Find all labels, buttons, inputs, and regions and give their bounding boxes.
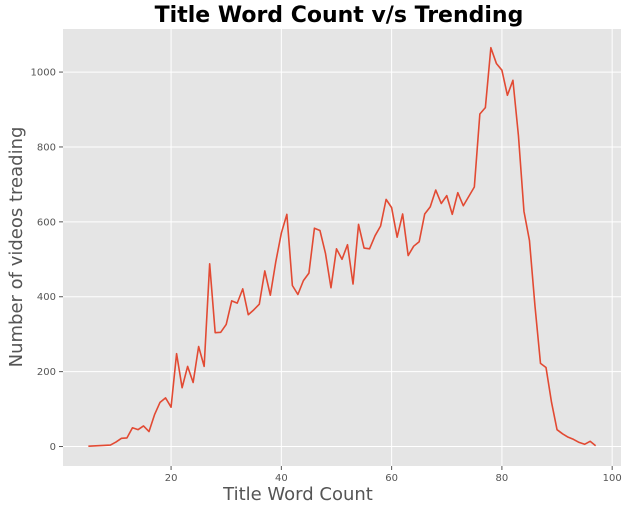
x-tick-label: 60 (385, 473, 398, 484)
x-tick-label: 100 (603, 473, 622, 484)
x-tick-label: 40 (275, 473, 288, 484)
y-tick-label: 800 (37, 142, 56, 153)
y-tick-label: 600 (37, 217, 56, 228)
y-tick-label: 400 (37, 292, 56, 303)
chart-title: Title Word Count v/s Trending (155, 3, 524, 28)
x-tick-label: 80 (496, 473, 509, 484)
x-axis-label: Title Word Count (222, 484, 373, 505)
series-line (88, 46, 597, 447)
y-tick-label: 1000 (31, 68, 56, 79)
y-tick-label: 200 (37, 367, 56, 378)
x-tick-label: 20 (165, 473, 178, 484)
y-axis-label: Number of videos treading (6, 127, 27, 368)
grid (59, 29, 621, 470)
y-tick-label: 0 (50, 442, 56, 453)
plot-background (63, 29, 621, 466)
